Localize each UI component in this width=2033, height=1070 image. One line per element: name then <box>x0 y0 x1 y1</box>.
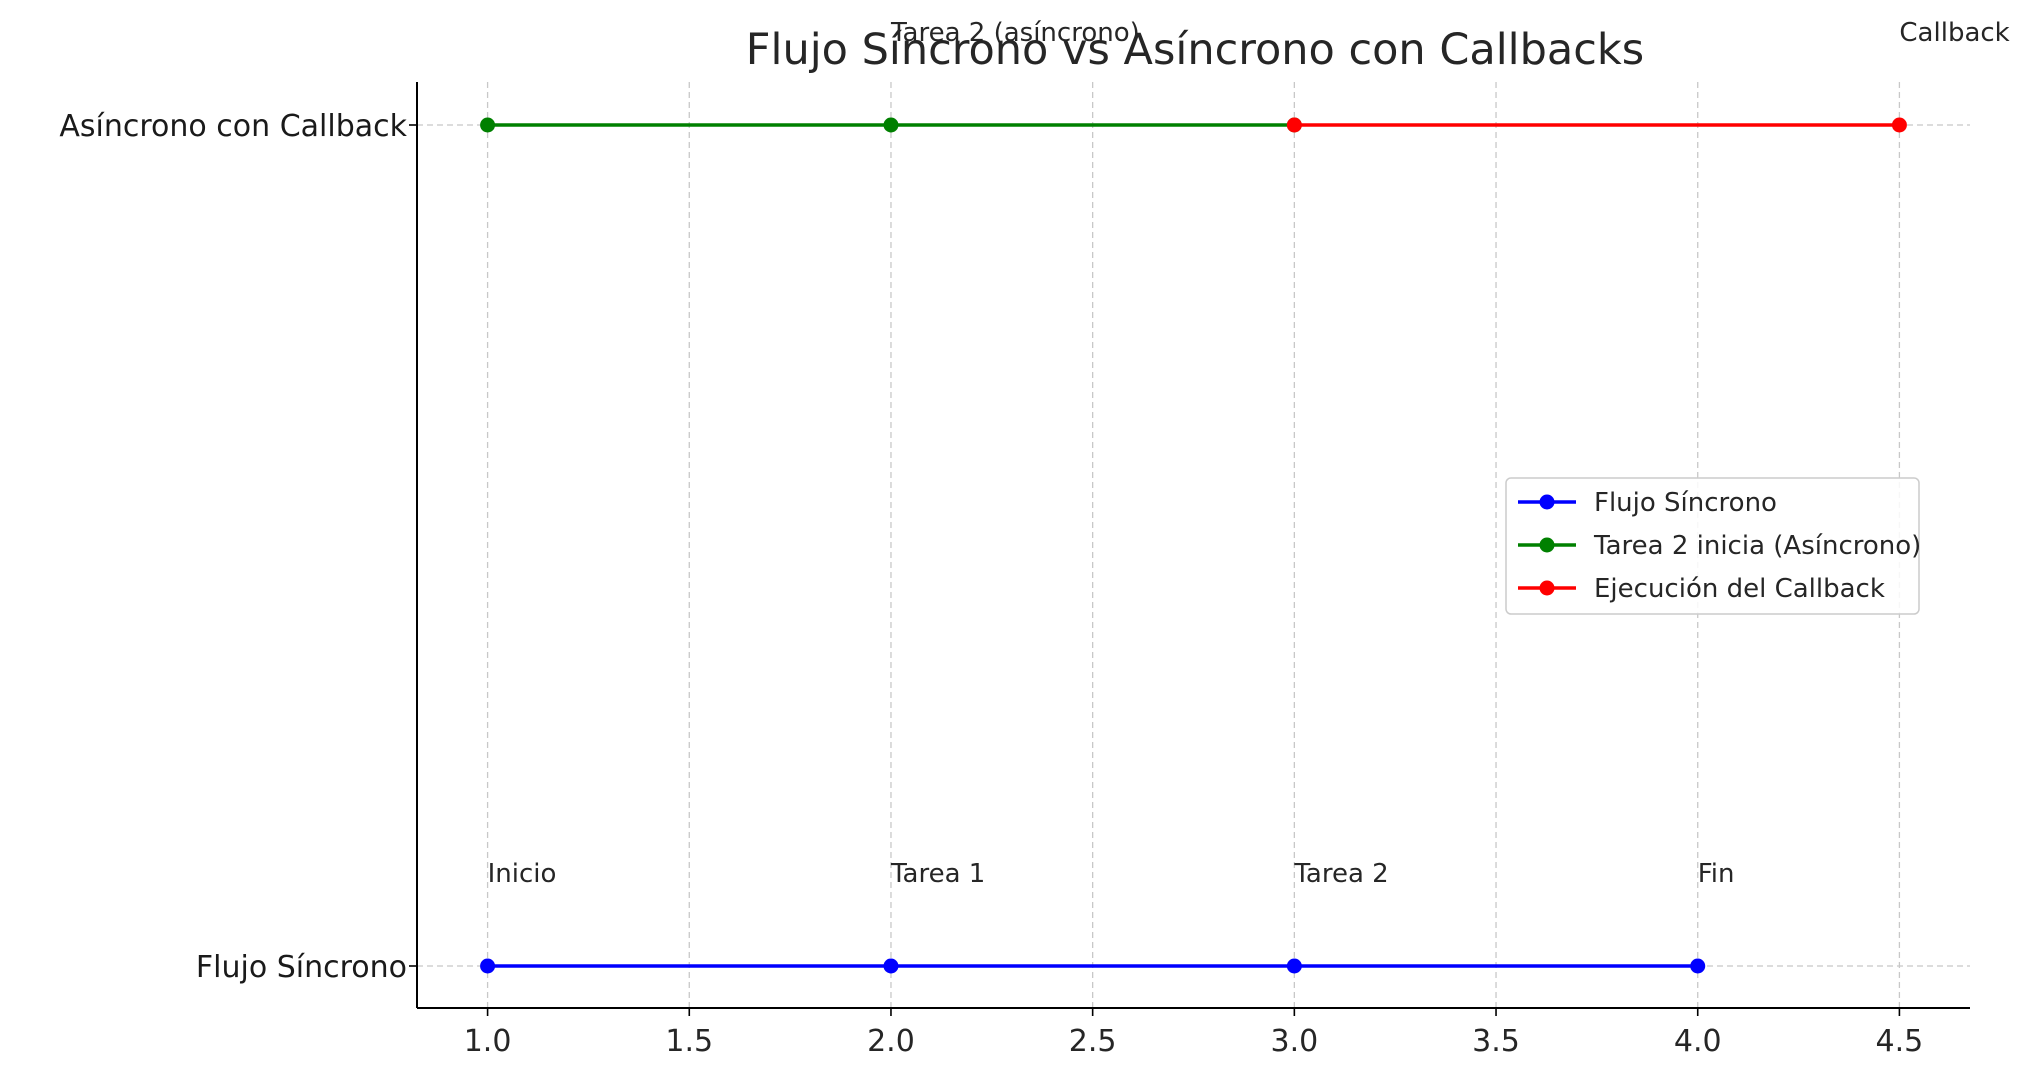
legend-marker-1 <box>1539 537 1555 553</box>
x-tick-label-3: 2.5 <box>1069 1024 1117 1059</box>
legend-label-0: Flujo Síncrono <box>1594 488 1777 518</box>
y-category-label-1: Asíncrono con Callback <box>59 109 407 144</box>
legend-box <box>1505 477 1920 615</box>
data-point-1-0 <box>480 117 496 133</box>
x-tick-label-4: 3.0 <box>1270 1024 1318 1059</box>
legend-label-2: Ejecución del Callback <box>1594 574 1885 604</box>
data-point-1-1 <box>883 117 899 133</box>
annotation-5: Callback <box>1899 18 2009 48</box>
data-point-0-1 <box>883 958 899 974</box>
annotation-4: Tarea 2 (asíncrono) <box>890 18 1140 48</box>
x-tick-label-1: 1.5 <box>665 1024 713 1059</box>
annotation-1: Tarea 1 <box>890 859 985 889</box>
data-point-0-2 <box>1286 958 1302 974</box>
x-tick-label-5: 3.5 <box>1472 1024 1520 1059</box>
legend-marker-2 <box>1539 580 1555 596</box>
y-category-label-0: Flujo Síncrono <box>196 950 407 985</box>
x-tick-label-2: 2.0 <box>867 1024 915 1059</box>
legend-label-1: Tarea 2 inicia (Asíncrono) <box>1593 531 1921 561</box>
x-tick-label-7: 4.5 <box>1876 1024 1924 1059</box>
legend-marker-0 <box>1539 494 1555 510</box>
x-tick-label-0: 1.0 <box>464 1024 512 1059</box>
data-point-2-1 <box>1891 117 1907 133</box>
series-lines <box>480 117 1907 974</box>
data-point-0-0 <box>480 958 496 974</box>
data-point-0-3 <box>1690 958 1706 974</box>
annotation-3: Fin <box>1698 859 1735 889</box>
axes: 1.0 1.5 2.0 2.5 3.0 3.5 4.0 4.5 Flujo Síncrono As… <box>59 82 1970 1059</box>
annotation-2: Tarea 2 <box>1293 859 1388 889</box>
annotation-0: Inicio <box>488 859 557 889</box>
annotations: Inicio Tarea 1 Tarea 2 Fin Tarea 2 (asíncron… <box>488 18 2010 889</box>
x-tick-label-6: 4.0 <box>1674 1024 1722 1059</box>
chart-title: Flujo Síncrono vs Asíncrono con Callback… <box>746 25 1644 75</box>
legend: Flujo Síncrono Tarea 2 inicia (Asíncrono)… <box>1505 477 1921 615</box>
data-point-2-0 <box>1286 117 1302 133</box>
